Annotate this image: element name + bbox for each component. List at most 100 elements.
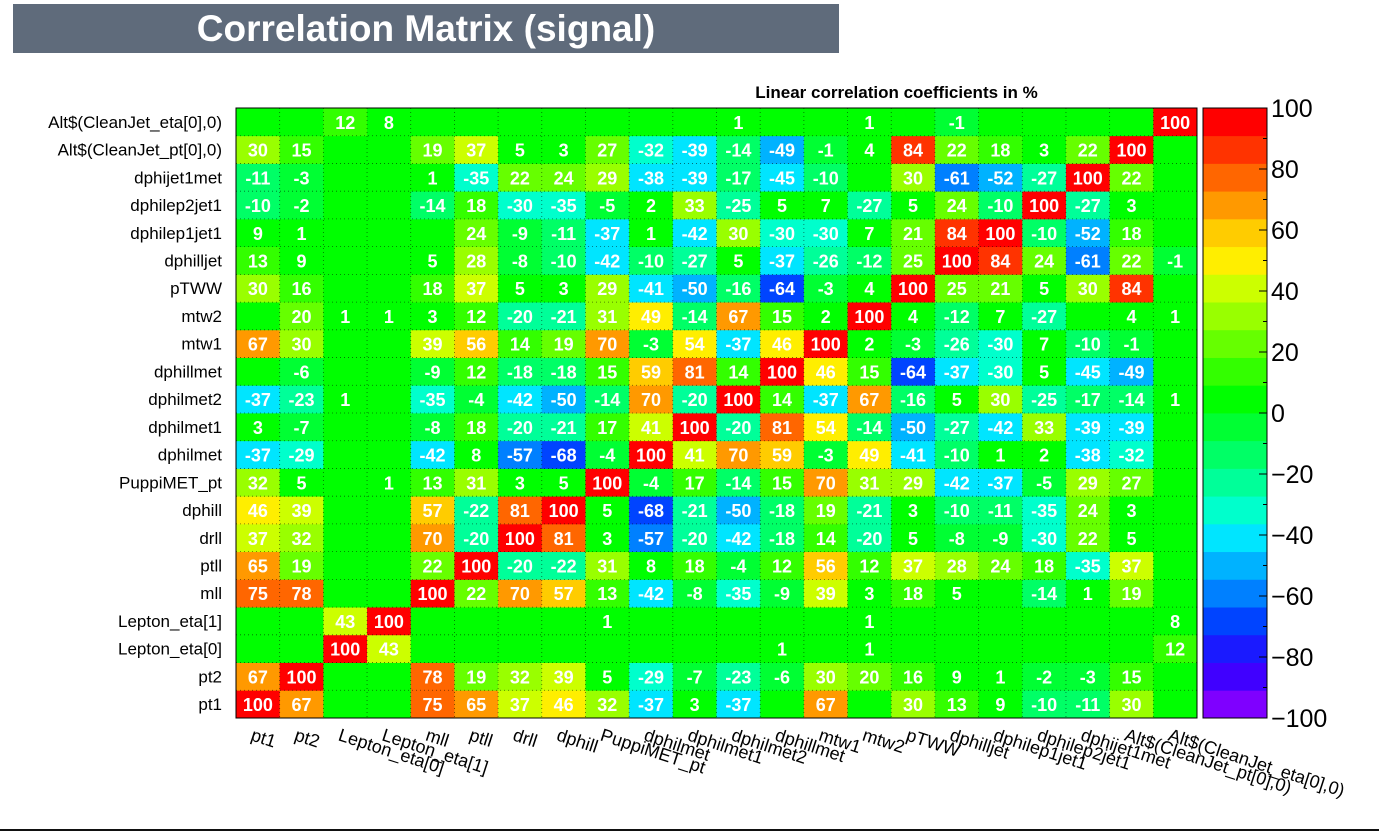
- heatmap-cell: [454, 274, 499, 303]
- cell-value-label: -10: [1031, 695, 1057, 715]
- cell-value-label: -16: [725, 279, 751, 299]
- heatmap-cell: [716, 302, 761, 331]
- cell-value-label: 13: [947, 695, 967, 715]
- cell-value-label: 29: [1078, 473, 1098, 493]
- heatmap-cell: [323, 440, 368, 469]
- heatmap-cell: [716, 496, 761, 525]
- heatmap-cell: [672, 496, 717, 525]
- cell-value-label: -42: [507, 390, 533, 410]
- heatmap-cell: [1022, 385, 1067, 414]
- colorbar-segment: [1203, 690, 1267, 719]
- heatmap-cell: [236, 329, 281, 358]
- cell-value-label: 37: [248, 529, 268, 549]
- heatmap-cell: [541, 163, 586, 192]
- cell-value-label: 3: [1039, 141, 1049, 161]
- heatmap-cell: [454, 191, 499, 220]
- heatmap-cell: [716, 163, 761, 192]
- heatmap-cell: [891, 413, 936, 442]
- heatmap-cell: [629, 579, 674, 608]
- heatmap-cell: [891, 690, 936, 719]
- heatmap-cell: [236, 413, 281, 442]
- cell-value-label: 39: [423, 335, 443, 355]
- heatmap-cell: [934, 302, 979, 331]
- cell-value-label: 3: [908, 501, 918, 521]
- cell-value-label: 30: [248, 141, 268, 161]
- cell-value-label: -68: [638, 501, 664, 521]
- heatmap-cell: [672, 634, 717, 663]
- heatmap-cell: [672, 662, 717, 691]
- cell-value-label: 22: [1121, 168, 1141, 188]
- heatmap-cell: [236, 302, 281, 331]
- cell-value-label: 21: [903, 224, 923, 244]
- cell-value-label: 31: [597, 557, 617, 577]
- heatmap-cell: [803, 551, 848, 580]
- heatmap-cell: [454, 135, 499, 164]
- cell-value-label: -42: [725, 529, 751, 549]
- cell-value-label: -27: [682, 252, 708, 272]
- cell-value-label: 7: [1039, 335, 1049, 355]
- heatmap-cell: [236, 607, 281, 636]
- heatmap-cell: [410, 662, 455, 691]
- heatmap-cell: [454, 385, 499, 414]
- heatmap-cell: [367, 108, 412, 137]
- heatmap-cell: [760, 108, 805, 137]
- cell-value-label: -26: [813, 252, 839, 272]
- cell-value-label: 100: [592, 473, 622, 493]
- heatmap-cell: [978, 440, 1023, 469]
- heatmap-cell: [541, 218, 586, 248]
- heatmap-cell: [323, 191, 368, 220]
- heatmap-cell: [760, 607, 805, 636]
- heatmap-cell: [498, 108, 543, 137]
- cell-value-label: 81: [685, 362, 705, 382]
- cell-value-label: 12: [466, 307, 486, 327]
- heatmap-cell: [1153, 274, 1198, 303]
- cell-value-label: -23: [725, 667, 751, 687]
- heatmap-cell: [934, 468, 979, 497]
- cell-value-label: 5: [908, 529, 918, 549]
- x-tick-label: mtw2: [860, 725, 907, 757]
- heatmap-cell: [934, 108, 979, 137]
- heatmap-cell: [847, 523, 892, 553]
- cell-value-label: -42: [682, 224, 708, 244]
- bottom-rule: [0, 829, 1379, 831]
- cell-value-label: 12: [1165, 640, 1185, 660]
- heatmap-cell: [934, 579, 979, 608]
- cell-value-label: 100: [1073, 168, 1103, 188]
- cell-value-label: -42: [594, 252, 620, 272]
- cell-value-label: 100: [985, 224, 1015, 244]
- heatmap-cell: [279, 634, 324, 663]
- cell-value-label: 5: [515, 141, 525, 161]
- heatmap-cell: [891, 302, 936, 331]
- cell-value-label: 30: [903, 168, 923, 188]
- heatmap-cell: [1109, 579, 1154, 608]
- heatmap-cell: [803, 496, 848, 525]
- cell-value-label: 65: [466, 695, 486, 715]
- heatmap-cell: [803, 274, 848, 303]
- heatmap-cell: [367, 218, 412, 248]
- heatmap-cell: [629, 108, 674, 137]
- heatmap-cell: [1109, 302, 1154, 331]
- heatmap-cell: [847, 413, 892, 442]
- y-tick-label: Alt$(CleanJet_eta[0],0): [48, 113, 222, 132]
- heatmap-cell: [716, 329, 761, 358]
- cell-value-label: 28: [947, 557, 967, 577]
- heatmap-cell: [454, 218, 499, 248]
- heatmap-cell: [236, 634, 281, 663]
- cell-value-label: 12: [859, 557, 879, 577]
- cell-value-label: -10: [551, 252, 577, 272]
- heatmap-cell: [541, 496, 586, 525]
- heatmap-cell: [454, 163, 499, 192]
- cell-value-label: -32: [638, 141, 664, 161]
- cell-value-label: 70: [597, 335, 617, 355]
- heatmap-cell: [585, 163, 630, 192]
- heatmap-cell: [847, 690, 892, 719]
- heatmap-cell: [934, 634, 979, 663]
- cell-value-label: -27: [1031, 307, 1057, 327]
- cell-value-label: -30: [1031, 529, 1057, 549]
- cell-value-label: 57: [554, 584, 574, 604]
- cell-value-label: -27: [856, 196, 882, 216]
- heatmap-cell: [367, 274, 412, 303]
- cell-value-label: -7: [294, 418, 310, 438]
- cell-value-label: -39: [682, 141, 708, 161]
- cell-value-label: 100: [505, 529, 535, 549]
